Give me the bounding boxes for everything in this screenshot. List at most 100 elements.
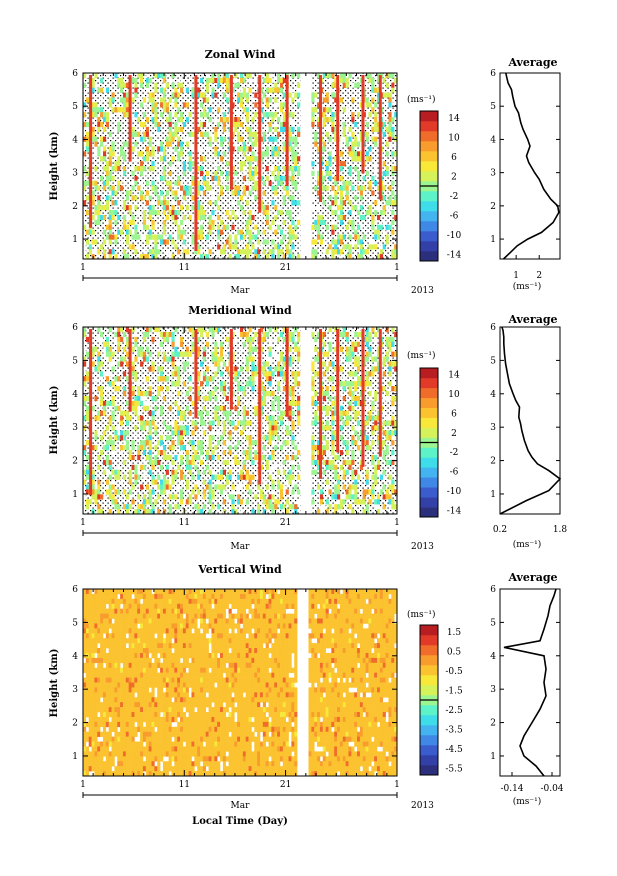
heatmap-cell: [134, 107, 138, 113]
heatmap-cell: [365, 205, 369, 211]
heatmap-cell: [134, 381, 138, 387]
heatmap-cell: [142, 151, 147, 157]
heatmap-cell: [168, 156, 172, 162]
heatmap-cell: [117, 469, 121, 475]
heatmap-cell: [205, 151, 209, 157]
heatmap-cell: [131, 331, 135, 338]
heatmap-cell: [382, 224, 386, 230]
heatmap-cell: [171, 410, 175, 416]
heatmap-cell: [268, 219, 272, 226]
heatmap-cell: [134, 210, 138, 216]
heatmap-cell: [205, 92, 209, 98]
heatmap-cell: [177, 131, 181, 137]
heatmap-cell: [245, 249, 249, 255]
heatmap-cell: [168, 175, 172, 181]
heatmap-cell: [317, 92, 321, 98]
heatmap-cell: [285, 224, 289, 230]
heatmap-cell: [125, 454, 129, 461]
heatmap-cell: [314, 161, 318, 167]
heatmap-cell: [160, 170, 164, 177]
heatmap-cell: [102, 484, 107, 490]
heatmap-cell: [334, 249, 338, 255]
heatmap-cell: [222, 210, 227, 216]
heatmap-cell: [157, 356, 161, 362]
heatmap-cell: [97, 464, 101, 471]
heatmap-cell: [154, 117, 158, 123]
heatmap-cell: [368, 170, 372, 177]
heatmap-cell: [240, 185, 244, 191]
heatmap-cell: [311, 254, 315, 260]
heatmap-cell: [282, 219, 286, 226]
heatmap-cell: [334, 136, 338, 142]
heatmap-cell: [83, 214, 87, 221]
heatmap-cell: [125, 361, 129, 367]
heatmap-cell: [248, 190, 252, 196]
heatmap-cell: [128, 469, 132, 475]
heatmap-cell: [154, 190, 158, 196]
heatmap-cell: [245, 244, 249, 250]
heatmap-cell: [125, 170, 129, 177]
colorbar-tick-label: -14: [447, 250, 462, 260]
heatmap-cell: [128, 185, 132, 191]
heatmap-cell: [140, 97, 144, 103]
heatmap-cell: [111, 77, 115, 84]
heatmap-cell: [188, 210, 192, 216]
heatmap-cell: [351, 92, 355, 98]
heatmap-cell: [268, 239, 272, 245]
heatmap-cell: [271, 170, 275, 177]
heatmap-cell: [322, 254, 326, 260]
heatmap-cell: [91, 195, 95, 201]
heatmap-cell: [197, 219, 201, 226]
heatmap-cell: [171, 415, 175, 421]
heatmap-cell: [282, 234, 286, 240]
heatmap-cell: [262, 87, 266, 93]
heatmap-cell: [311, 146, 315, 152]
heatmap-cell: [134, 92, 138, 98]
heatmap-cell: [125, 156, 129, 162]
heatmap-cell: [202, 229, 207, 235]
heatmap-cell: [200, 229, 204, 235]
heatmap-cell: [228, 200, 232, 206]
heatmap-cell: [140, 170, 144, 177]
heatmap-cell: [140, 107, 144, 113]
heatmap-cell: [345, 117, 349, 123]
heatmap-cell: [91, 229, 95, 235]
heatmap-cell: [314, 107, 318, 113]
heatmap-cell: [100, 381, 104, 387]
heatmap-cell: [228, 239, 232, 245]
heatmap-cell: [122, 229, 127, 235]
heatmap-cell: [97, 131, 101, 137]
heatmap-cell: [102, 166, 107, 172]
heatmap-cell: [385, 82, 389, 88]
heatmap-cell: [197, 249, 201, 255]
heatmap-cell: [288, 121, 292, 128]
heatmap-cell: [154, 410, 158, 416]
heatmap-cell: [374, 224, 378, 230]
heatmap-cell: [268, 82, 272, 88]
heatmap-cell: [382, 166, 386, 172]
heatmap-cell: [385, 161, 389, 167]
heatmap-cell: [214, 141, 218, 147]
heatmap-cell: [114, 219, 118, 226]
heatmap-cell: [331, 121, 335, 128]
heatmap-cell: [374, 195, 378, 201]
heatmap-cell: [211, 185, 215, 191]
heatmap-cell: [168, 366, 172, 372]
heatmap-cell: [351, 166, 355, 172]
heatmap-cell: [359, 136, 364, 142]
heatmap-cell: [205, 214, 209, 221]
heatmap-cell: [145, 200, 149, 206]
heatmap-cell: [371, 131, 375, 137]
heatmap-cell: [91, 469, 95, 475]
heatmap-cell: [177, 112, 181, 118]
heatmap-cell: [102, 479, 107, 485]
heatmap-cell: [151, 361, 155, 367]
heatmap-cell: [368, 87, 372, 93]
heatmap-cell: [100, 121, 104, 128]
heatmap-cell: [188, 214, 192, 221]
heatmap-cell: [377, 126, 381, 133]
heatmap-cell: [177, 229, 181, 235]
heatmap-cell: [160, 166, 164, 172]
heatmap-cell: [357, 190, 361, 196]
heatmap-cell: [182, 92, 187, 98]
